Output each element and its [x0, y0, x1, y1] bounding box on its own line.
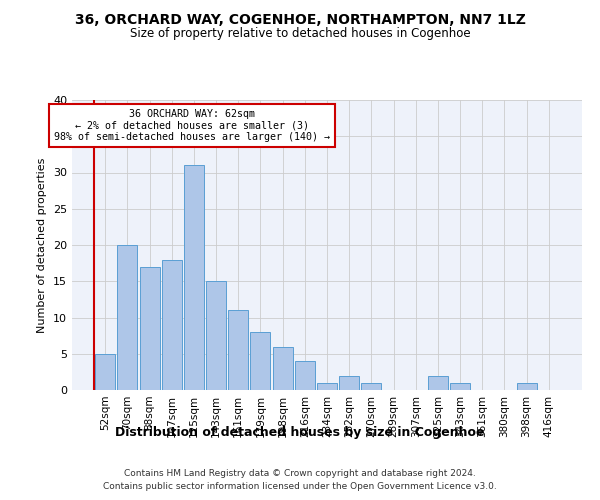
Bar — [250, 332, 271, 390]
Text: 36, ORCHARD WAY, COGENHOE, NORTHAMPTON, NN7 1LZ: 36, ORCHARD WAY, COGENHOE, NORTHAMPTON, … — [74, 12, 526, 26]
Text: Size of property relative to detached houses in Cogenhoe: Size of property relative to detached ho… — [130, 28, 470, 40]
Bar — [339, 376, 359, 390]
Text: 36 ORCHARD WAY: 62sqm
← 2% of detached houses are smaller (3)
98% of semi-detach: 36 ORCHARD WAY: 62sqm ← 2% of detached h… — [54, 108, 330, 142]
Bar — [517, 383, 536, 390]
Bar — [118, 245, 137, 390]
Bar — [428, 376, 448, 390]
Bar — [361, 383, 382, 390]
Bar — [95, 354, 115, 390]
Text: Distribution of detached houses by size in Cogenhoe: Distribution of detached houses by size … — [115, 426, 485, 439]
Bar — [206, 281, 226, 390]
Bar — [317, 383, 337, 390]
Bar — [295, 361, 315, 390]
Bar — [140, 267, 160, 390]
Bar — [272, 346, 293, 390]
Bar — [162, 260, 182, 390]
Bar — [184, 165, 204, 390]
Text: Contains HM Land Registry data © Crown copyright and database right 2024.
Contai: Contains HM Land Registry data © Crown c… — [103, 469, 497, 491]
Bar — [228, 310, 248, 390]
Bar — [450, 383, 470, 390]
Y-axis label: Number of detached properties: Number of detached properties — [37, 158, 47, 332]
